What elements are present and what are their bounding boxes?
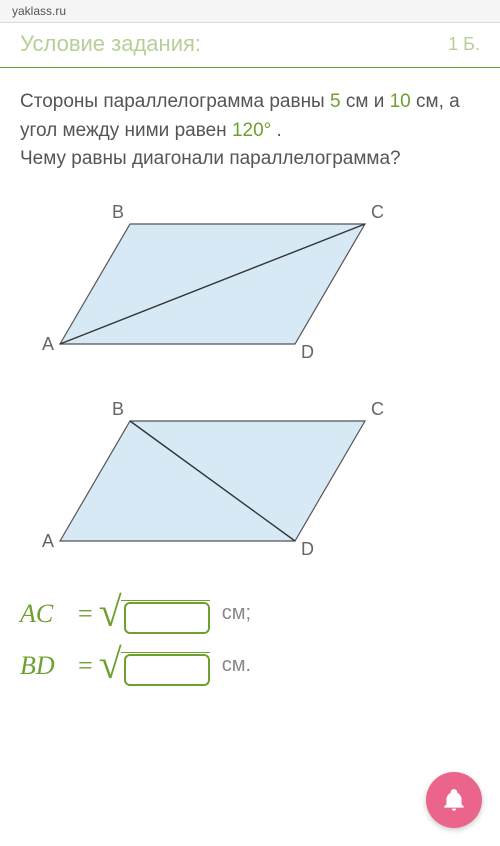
label-b: B (112, 399, 124, 419)
label-a: A (42, 334, 54, 354)
sqrt-bd: √ (99, 646, 210, 686)
header: Условие задания: 1 Б. (0, 23, 500, 68)
radical-icon: √ (99, 597, 122, 631)
question: Чему равны диагонали параллелограмма? (20, 148, 401, 169)
points: 1 Б. (448, 34, 480, 55)
parallelogram-ac-svg: A B C D (20, 194, 400, 374)
notifications-button[interactable] (426, 772, 482, 828)
label-c: C (371, 202, 384, 222)
equals: = (78, 599, 93, 629)
figure-ac: A B C D (20, 194, 480, 379)
problem-text: Стороны параллелограмма равны 5 см и 10 … (20, 88, 480, 174)
radical-icon: √ (99, 649, 122, 683)
figure-bd: A B C D (20, 391, 480, 576)
text: . (271, 120, 282, 141)
label-d: D (301, 539, 314, 559)
figures: A B C D A B C D (20, 194, 480, 576)
val-side1: 5 (330, 91, 341, 112)
label-c: C (371, 399, 384, 419)
bell-icon (441, 787, 467, 813)
url-text: yaklass.ru (12, 4, 66, 18)
task-condition-title: Условие задания: (20, 31, 201, 57)
var-bd: BD (20, 651, 72, 681)
input-ac[interactable] (124, 602, 210, 634)
val-angle: 120° (232, 120, 271, 141)
sqrt-ac: √ (99, 594, 210, 634)
label-a: A (42, 531, 54, 551)
answer-bd: BD = √ см. (20, 646, 480, 686)
input-bd[interactable] (124, 654, 210, 686)
equals: = (78, 651, 93, 681)
val-side2: 10 (390, 91, 411, 112)
label-d: D (301, 342, 314, 362)
parallelogram-bd-svg: A B C D (20, 391, 400, 571)
var-ac: AC (20, 599, 72, 629)
url-bar: yaklass.ru (0, 0, 500, 23)
label-b: B (112, 202, 124, 222)
answer-ac: AC = √ см; (20, 594, 480, 634)
text: см и (341, 91, 390, 112)
unit-bd: см. (222, 654, 251, 677)
answers: AC = √ см; BD = √ см. (20, 594, 480, 686)
text: Стороны параллелограмма равны (20, 91, 330, 112)
content: Стороны параллелограмма равны 5 см и 10 … (0, 68, 500, 718)
unit-ac: см; (222, 602, 251, 625)
radical-bar (121, 600, 210, 602)
radical-bar (121, 652, 210, 654)
